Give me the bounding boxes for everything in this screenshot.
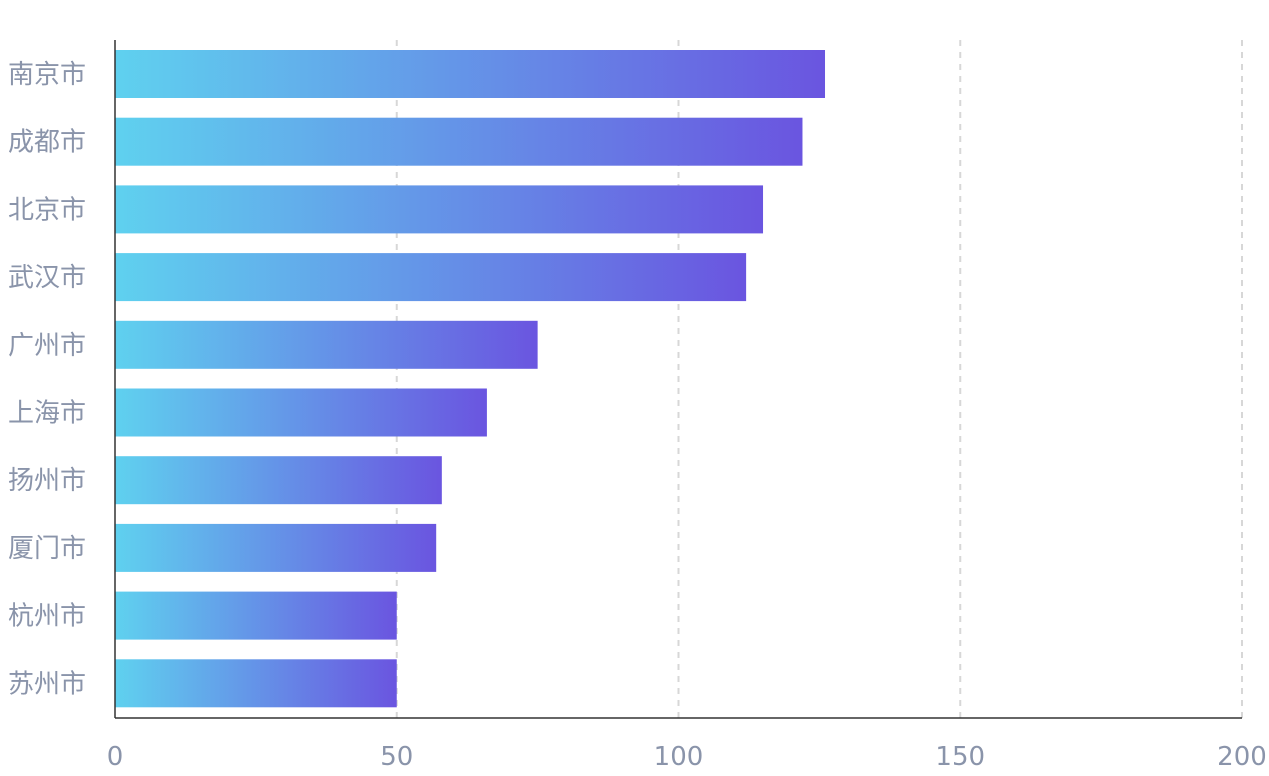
category-label: 杭州市 [8,602,86,632]
labels: 0 50 100 150 200 南京市成都市北京市武汉市广州市上海市扬州市厦门市杭州市苏… [8,60,1267,772]
category-label: 厦门市 [8,534,86,564]
bar-2 [115,185,764,234]
category-label: 武汉市 [8,263,86,293]
bar-4 [115,320,538,369]
category-label: 成都市 [8,128,86,158]
bar-6 [115,456,442,505]
x-tick-label: 0 [107,742,124,772]
bar-5 [115,388,487,437]
bar-8 [115,591,397,640]
category-label: 扬州市 [8,466,86,496]
category-label: 苏州市 [8,669,86,699]
x-tick-label: 50 [380,742,413,772]
axes [114,40,1242,719]
bar-7 [115,523,437,572]
category-label: 上海市 [8,399,86,429]
bar-3 [115,253,747,302]
bars [115,50,826,708]
x-tick-label: 200 [1217,742,1267,772]
x-tick-label: 150 [935,742,985,772]
category-label: 北京市 [8,195,86,225]
x-tick-label: 100 [654,742,704,772]
bar-9 [115,659,397,708]
category-label: 广州市 [8,331,86,361]
category-label: 南京市 [8,60,86,90]
bar-1 [115,117,803,166]
bar-0 [115,50,826,98]
